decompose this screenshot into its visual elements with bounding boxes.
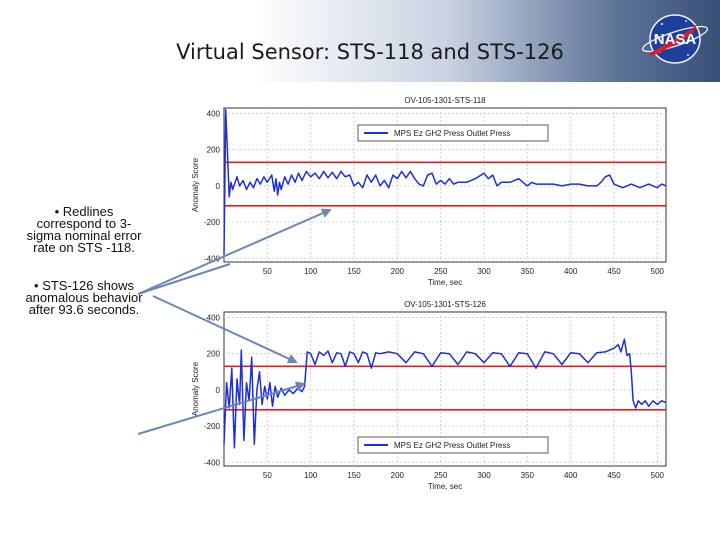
x-tick-label: 50: [263, 267, 272, 276]
chart-title: OV-105-1301-STS-118: [404, 96, 486, 105]
legend-label: MPS Ez GH2 Press Outlet Press: [394, 129, 510, 138]
chart-sts-118: 50 100 150 200 250 300 350 400 450 500 -400 -200 0 20…: [191, 96, 667, 287]
slide-header: [0, 0, 720, 82]
chart-sts-126: 50 100 150 200 250 300 350 400 450 500 -400 -200 0 20…: [191, 300, 667, 491]
y-tick-label: 400: [207, 109, 221, 118]
y-axis-label: Anomaly Score: [191, 361, 200, 416]
x-tick-label: 400: [564, 471, 578, 480]
x-tick-label: 300: [477, 471, 491, 480]
series-line: [223, 109, 667, 255]
x-tick-label: 300: [477, 267, 491, 276]
slide-title: Virtual Sensor: STS-118 and STS-126: [176, 40, 564, 64]
x-tick-label: 400: [564, 267, 578, 276]
x-axis-label: Time, sec: [428, 278, 462, 287]
y-tick-label: 400: [207, 313, 221, 322]
y-tick-label: 0: [216, 182, 221, 191]
x-tick-label: 450: [607, 267, 621, 276]
x-tick-label: 350: [521, 267, 535, 276]
chart-title: OV-105-1301-STS-126: [404, 300, 486, 309]
legend-box: [357, 124, 549, 142]
y-tick-label: 200: [207, 350, 221, 359]
y-tick-label: -200: [204, 422, 221, 431]
x-tick-label: 100: [304, 471, 318, 480]
x-tick-label: 100: [304, 267, 318, 276]
x-tick-label: 250: [434, 471, 448, 480]
nasa-logo: NASA: [640, 10, 710, 68]
legend-label: MPS Ez GH2 Press Outlet Press: [394, 441, 510, 450]
legend: MPS Ez GH2 Press Outlet Press: [357, 124, 549, 142]
y-tick-label: -400: [204, 254, 221, 263]
bullet-redlines: • Redlines correspond to 3-sigma nominal…: [26, 204, 142, 255]
nasa-logo-text: NASA: [654, 31, 697, 48]
x-tick-label: 500: [651, 471, 665, 480]
bullet-list: • Redlines correspond to 3-sigma nominal…: [22, 204, 146, 342]
y-tick-label: 200: [207, 146, 221, 155]
x-axis-label: Time, sec: [428, 482, 462, 491]
y-tick-label: -400: [204, 458, 221, 467]
x-tick-label: 200: [391, 267, 405, 276]
x-tick-label: 350: [521, 471, 535, 480]
x-tick-label: 150: [347, 267, 361, 276]
x-tick-label: 150: [347, 471, 361, 480]
bullet-sts126: • STS-126 shows anomalous behavior after…: [25, 278, 143, 317]
x-tick-label: 450: [607, 471, 621, 480]
x-tick-label: 250: [434, 267, 448, 276]
legend-box: [357, 436, 549, 454]
y-tick-label: 0: [216, 386, 221, 395]
x-tick-label: 200: [391, 471, 405, 480]
legend: MPS Ez GH2 Press Outlet Press: [357, 436, 549, 454]
y-axis-label: Anomaly Score: [191, 157, 200, 212]
x-tick-label: 50: [263, 471, 272, 480]
y-tick-label: -200: [204, 218, 221, 227]
x-tick-label: 500: [651, 267, 665, 276]
